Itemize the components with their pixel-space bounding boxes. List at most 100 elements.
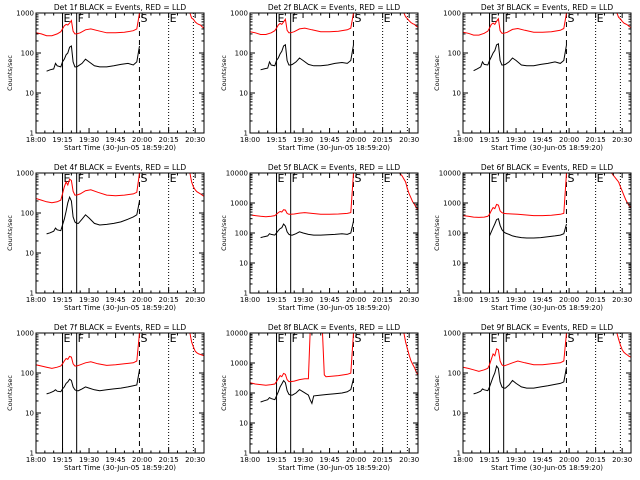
series-events-line	[473, 364, 567, 395]
x-tick-label: 19:30	[506, 296, 526, 304]
marker-label-s: S	[354, 332, 361, 345]
x-tick-label: 18:00	[26, 456, 46, 464]
y-tick-label: 1000	[230, 10, 248, 18]
y-tick-label: 10	[452, 90, 461, 98]
x-tick-label: 19:30	[293, 456, 313, 464]
x-tick-label: 19:45	[105, 136, 125, 144]
marker-label-e: E	[491, 332, 498, 345]
marker-label-f: F	[292, 332, 298, 345]
marker-label-s: S	[567, 332, 574, 345]
y-tick-label: 1	[30, 130, 34, 138]
x-tick-label: 19:45	[532, 456, 552, 464]
marker-label-e: E	[64, 332, 71, 345]
series-lld-line	[463, 13, 631, 36]
y-axis-label: Counts/sec	[433, 375, 441, 411]
x-tick-label: 20:30	[612, 136, 632, 144]
marker-label-e: E	[170, 172, 177, 185]
y-tick-label: 10	[452, 410, 461, 418]
x-axis-label: Start Time (30-Jun-05 18:59:20)	[64, 464, 176, 472]
x-tick-label: 20:00	[132, 136, 152, 144]
x-tick-label: 19:45	[319, 136, 339, 144]
y-tick-label: 1000	[16, 170, 34, 178]
x-tick-label: 20:15	[373, 296, 393, 304]
x-tick-label: 20:15	[586, 296, 606, 304]
x-tick-label: 19:30	[293, 136, 313, 144]
x-axis-label: Start Time (30-Jun-05 18:59:20)	[278, 304, 390, 312]
x-tick-label: 20:00	[559, 136, 579, 144]
x-tick-label: 19:45	[105, 296, 125, 304]
x-tick-label: 20:15	[159, 456, 179, 464]
x-tick-label: 19:30	[79, 296, 99, 304]
x-tick-label: 19:15	[479, 296, 499, 304]
x-axis-label: Start Time (30-Jun-05 18:59:20)	[491, 304, 603, 312]
y-tick-label: 10	[25, 410, 34, 418]
y-axis-label: Counts/sec	[6, 215, 14, 251]
x-tick-label: 20:30	[185, 296, 205, 304]
y-tick-label: 10	[25, 250, 34, 258]
y-tick-label: 1	[244, 290, 248, 298]
y-tick-label: 100	[448, 50, 461, 58]
y-tick-label: 10	[239, 260, 248, 268]
x-tick-label: 20:00	[132, 456, 152, 464]
y-tick-label: 10000	[226, 170, 248, 178]
marker-label-e: E	[170, 12, 177, 25]
x-tick-label: 18:00	[453, 296, 473, 304]
plot-frame	[35, 172, 205, 294]
y-tick-label: 100	[235, 230, 248, 238]
y-tick-label: 10000	[439, 170, 461, 178]
x-tick-label: 20:30	[612, 456, 632, 464]
y-axis-label: Counts/sec	[6, 55, 14, 91]
x-tick-label: 19:30	[79, 456, 99, 464]
marker-label-e: E	[491, 12, 498, 25]
x-tick-label: 19:15	[266, 456, 286, 464]
marker-label-f: F	[78, 12, 84, 25]
plot-frame	[462, 12, 632, 134]
x-tick-label: 20:15	[373, 136, 393, 144]
y-axis-label: Counts/sec	[433, 215, 441, 251]
x-axis-label: Start Time (30-Jun-05 18:59:20)	[278, 144, 390, 152]
series-events-line	[489, 217, 567, 239]
y-tick-label: 1	[30, 450, 34, 458]
x-tick-label: 18:00	[240, 296, 260, 304]
marker-label-f: F	[505, 332, 511, 345]
y-tick-label: 10	[452, 260, 461, 268]
y-tick-label: 1	[457, 290, 461, 298]
x-tick-label: 19:15	[52, 296, 72, 304]
y-tick-label: 100	[21, 210, 34, 218]
marker-label-e: E	[597, 172, 604, 185]
x-tick-label: 20:00	[346, 136, 366, 144]
x-tick-label: 20:30	[399, 136, 419, 144]
series-lld-line	[36, 13, 204, 37]
series-lld-line	[463, 173, 631, 218]
x-tick-label: 19:45	[532, 136, 552, 144]
x-tick-label: 19:30	[293, 296, 313, 304]
x-tick-label: 20:15	[586, 456, 606, 464]
plot-frame	[35, 332, 205, 454]
x-tick-label: 20:00	[346, 296, 366, 304]
series-events-line	[46, 45, 140, 72]
x-axis-label: Start Time (30-Jun-05 18:59:20)	[64, 304, 176, 312]
series-lld-line	[250, 173, 418, 218]
x-tick-label: 20:15	[373, 456, 393, 464]
y-tick-label: 10	[239, 420, 248, 428]
x-tick-label: 20:15	[159, 296, 179, 304]
x-tick-label: 20:30	[185, 456, 205, 464]
x-tick-label: 20:15	[586, 136, 606, 144]
y-axis-label: Counts/sec	[220, 375, 228, 411]
x-tick-label: 19:30	[79, 136, 99, 144]
marker-label-e: E	[278, 332, 285, 345]
x-tick-label: 19:45	[532, 296, 552, 304]
x-tick-label: 18:00	[453, 456, 473, 464]
marker-label-s: S	[567, 12, 574, 25]
x-tick-label: 20:00	[132, 296, 152, 304]
marker-label-e: E	[384, 332, 391, 345]
x-tick-label: 20:30	[399, 456, 419, 464]
chart-title: Det 7f BLACK = Events, RED = LLD	[54, 323, 187, 332]
x-tick-label: 20:00	[559, 456, 579, 464]
plot-frame	[249, 332, 419, 454]
